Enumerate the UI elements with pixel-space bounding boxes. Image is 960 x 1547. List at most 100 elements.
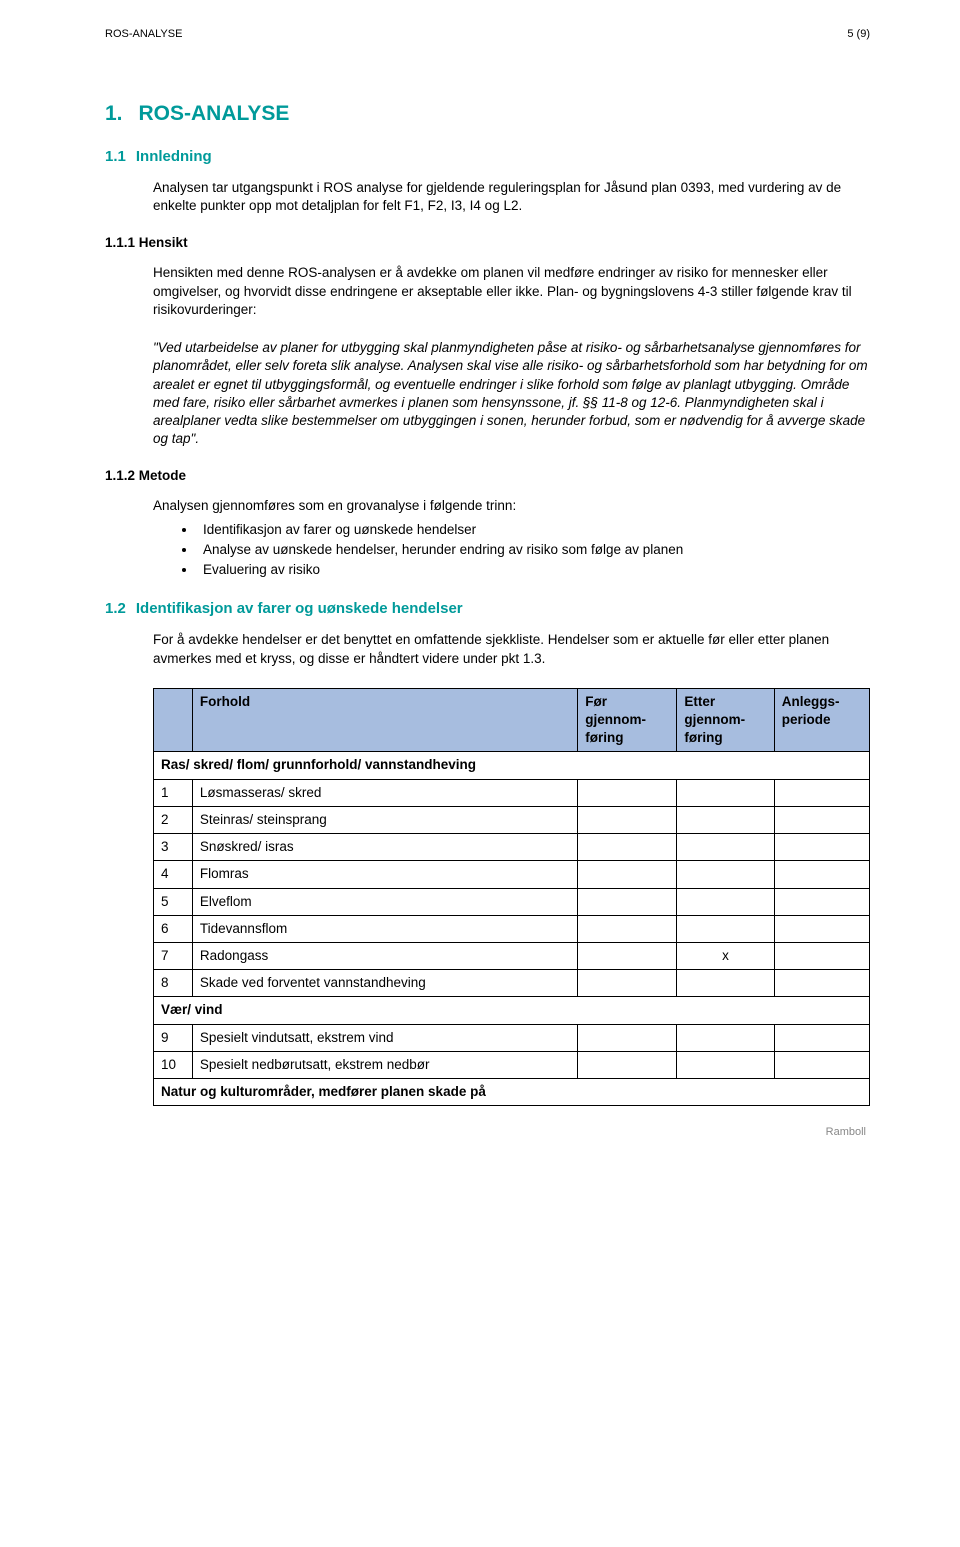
th-anlegg: Anleggs-periode [774, 688, 869, 752]
row-num: 4 [154, 861, 193, 888]
row-text: Spesielt vindutsatt, ekstrem vind [192, 1024, 577, 1051]
row-c5 [774, 888, 869, 915]
row-text: Radongass [192, 943, 577, 970]
row-c5 [774, 970, 869, 997]
heading-1-2-title: Identifikasjon av farer og uønskede hend… [136, 600, 463, 617]
bullet-list-1-1-2: Identifikasjon av farer og uønskede hend… [153, 520, 870, 581]
table-category-row: Vær/ vind [154, 997, 870, 1024]
heading-1-num: 1. [105, 102, 123, 125]
row-c5 [774, 1051, 869, 1078]
th-blank [154, 688, 193, 752]
row-text: Løsmasseras/ skred [192, 779, 577, 806]
checklist-table: Forhold Før gjennom-føring Etter gjennom… [153, 688, 870, 1107]
heading-1-1-2-num: 1.1.2 [105, 468, 135, 483]
th-for: Før gjennom-føring [578, 688, 677, 752]
table-row: 9 Spesielt vindutsatt, ekstrem vind [154, 1024, 870, 1051]
row-text: Tidevannsflom [192, 915, 577, 942]
th-forhold: Forhold [192, 688, 577, 752]
table-row: 1 Løsmasseras/ skred [154, 779, 870, 806]
row-c3 [578, 915, 677, 942]
para-1-1: Analysen tar utgangspunkt i ROS analyse … [153, 179, 870, 215]
para-1-2: For å avdekke hendelser er det benyttet … [153, 631, 870, 667]
heading-1-2: 1.2 Identifikasjon av farer og uønskede h… [105, 600, 870, 617]
table-header-row: Forhold Før gjennom-føring Etter gjennom… [154, 688, 870, 752]
page-header: ROS-ANALYSE 5 (9) [105, 28, 870, 40]
row-c5 [774, 1024, 869, 1051]
th-etter: Etter gjennom-føring [677, 688, 774, 752]
row-c4 [677, 861, 774, 888]
row-c5 [774, 943, 869, 970]
row-num: 3 [154, 834, 193, 861]
row-c5 [774, 861, 869, 888]
row-c4 [677, 806, 774, 833]
row-num: 1 [154, 779, 193, 806]
list-item: Analyse av uønskede hendelser, herunder … [197, 540, 870, 560]
row-num: 5 [154, 888, 193, 915]
heading-1-title: ROS-ANALYSE [139, 102, 290, 125]
row-c5 [774, 915, 869, 942]
row-num: 7 [154, 943, 193, 970]
table-category-row: Natur og kulturområder, medfører planen … [154, 1079, 870, 1106]
heading-1-1-1: 1.1.1 Hensikt [105, 235, 870, 250]
row-c3 [578, 861, 677, 888]
row-text: Steinras/ steinsprang [192, 806, 577, 833]
table-row: 7 Radongass x [154, 943, 870, 970]
row-c5 [774, 806, 869, 833]
table-category-row: Ras/ skred/ flom/ grunnforhold/ vannstan… [154, 752, 870, 779]
row-num: 10 [154, 1051, 193, 1078]
heading-1-2-num: 1.2 [105, 600, 126, 617]
heading-1-1-1-num: 1.1.1 [105, 235, 135, 250]
row-c3 [578, 834, 677, 861]
heading-1-1-2: 1.1.2 Metode [105, 468, 870, 483]
table-row: 4 Flomras [154, 861, 870, 888]
row-c4 [677, 1024, 774, 1051]
row-c4 [677, 1051, 774, 1078]
row-text: Spesielt nedbørutsatt, ekstrem nedbør [192, 1051, 577, 1078]
row-num: 6 [154, 915, 193, 942]
row-c5 [774, 834, 869, 861]
row-num: 9 [154, 1024, 193, 1051]
heading-1-1-num: 1.1 [105, 148, 126, 165]
table-row: 3 Snøskred/ isras [154, 834, 870, 861]
row-text: Skade ved forventet vannstandheving [192, 970, 577, 997]
table-row: 10 Spesielt nedbørutsatt, ekstrem nedbør [154, 1051, 870, 1078]
row-text: Snøskred/ isras [192, 834, 577, 861]
quote-1-1-1: "Ved utarbeidelse av planer for utbyggin… [153, 339, 870, 448]
page-footer: Ramboll [105, 1126, 870, 1138]
row-c4: x [677, 943, 774, 970]
row-c4 [677, 834, 774, 861]
table-row: 8 Skade ved forventet vannstandheving [154, 970, 870, 997]
table-row: 5 Elveflom [154, 888, 870, 915]
row-text: Elveflom [192, 888, 577, 915]
row-num: 2 [154, 806, 193, 833]
category-label: Ras/ skred/ flom/ grunnforhold/ vannstan… [154, 752, 870, 779]
row-c4 [677, 915, 774, 942]
row-c3 [578, 779, 677, 806]
heading-1-1-2-title: Metode [139, 468, 186, 483]
row-c4 [677, 779, 774, 806]
row-c3 [578, 1024, 677, 1051]
row-c5 [774, 779, 869, 806]
row-c3 [578, 943, 677, 970]
row-c4 [677, 888, 774, 915]
header-right: 5 (9) [847, 28, 870, 40]
list-item: Identifikasjon av farer og uønskede hend… [197, 520, 870, 540]
table-row: 2 Steinras/ steinsprang [154, 806, 870, 833]
row-c3 [578, 970, 677, 997]
para-1-1-2: Analysen gjennomføres som en grovanalyse… [153, 497, 870, 515]
row-c3 [578, 888, 677, 915]
row-text: Flomras [192, 861, 577, 888]
category-label: Natur og kulturområder, medfører planen … [154, 1079, 870, 1106]
header-left: ROS-ANALYSE [105, 28, 182, 40]
table-row: 6 Tidevannsflom [154, 915, 870, 942]
heading-1-1-title: Innledning [136, 148, 212, 165]
heading-1-1: 1.1 Innledning [105, 148, 870, 165]
category-label: Vær/ vind [154, 997, 870, 1024]
row-c4 [677, 970, 774, 997]
list-item: Evaluering av risiko [197, 560, 870, 580]
row-c3 [578, 1051, 677, 1078]
para-1-1-1: Hensikten med denne ROS-analysen er å av… [153, 264, 870, 319]
page-container: ROS-ANALYSE 5 (9) 1. ROS-ANALYSE 1.1 Innle… [0, 0, 960, 1158]
heading-1: 1. ROS-ANALYSE [105, 102, 870, 126]
row-num: 8 [154, 970, 193, 997]
